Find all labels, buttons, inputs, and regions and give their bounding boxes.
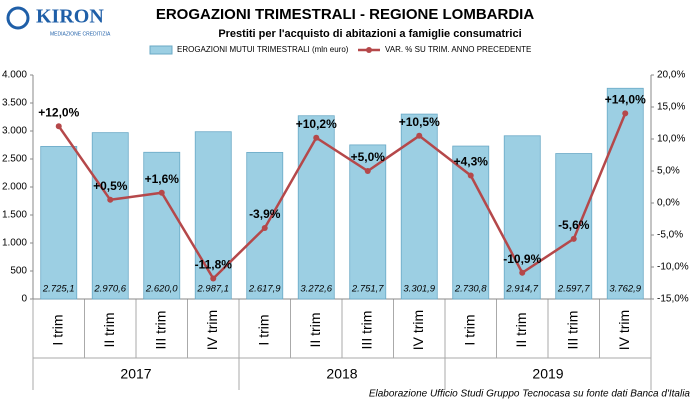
line-value-label: -5,6% xyxy=(558,218,590,232)
line-value-label: +10,2% xyxy=(296,117,337,131)
x-tick-label: III trim xyxy=(358,311,374,350)
x-tick-label: I trim xyxy=(255,314,271,345)
bar xyxy=(297,115,335,300)
legend-swatch xyxy=(149,45,173,55)
line-value-label: +0,5% xyxy=(93,179,128,193)
y2-tick-label: 10,0% xyxy=(657,134,685,145)
bar-value-label: 3.301,9 xyxy=(403,284,435,295)
x-tick-label: IV trim xyxy=(410,310,426,350)
line-value-label: +10,5% xyxy=(399,115,440,129)
line-value-label: +14,0% xyxy=(605,93,646,107)
bar xyxy=(452,145,490,300)
line-point xyxy=(313,134,320,141)
legend-swatch xyxy=(366,47,372,53)
y-tick-label: 500 xyxy=(10,266,27,277)
y-tick-label: 3.000 xyxy=(2,126,27,137)
line-point xyxy=(467,172,474,179)
line-value-label: -11,8% xyxy=(195,258,233,272)
x-tick-label: III trim xyxy=(564,311,580,350)
bar xyxy=(400,113,438,300)
line-point xyxy=(570,235,577,242)
bar-value-label: 2.597,7 xyxy=(557,284,590,295)
y-tick-label: 2.500 xyxy=(2,154,27,165)
legend-label: EROGAZIONI MUTUI TRIMESTRALI (mln euro) xyxy=(177,45,349,54)
line-point xyxy=(107,196,114,203)
line-value-label: -10,9% xyxy=(503,252,541,266)
line-point xyxy=(364,168,371,174)
legend-label: VAR. % SU TRIM. ANNO PRECEDENTE xyxy=(385,45,531,54)
bar xyxy=(606,87,644,300)
y2-tick-label: 5,0% xyxy=(657,166,680,177)
line-point xyxy=(210,275,217,282)
line-value-label: -3,9% xyxy=(249,207,281,221)
bar xyxy=(503,135,541,300)
y2-tick-label: 20,0% xyxy=(657,70,685,81)
line-value-label: +1,6% xyxy=(145,172,180,186)
x-group-label: 2017 xyxy=(120,366,151,382)
y2-tick-label: 15,0% xyxy=(657,102,685,113)
bar-value-label: 3.272,6 xyxy=(300,284,332,295)
line-value-label: +4,3% xyxy=(454,155,489,169)
line-point xyxy=(261,224,268,231)
x-tick-label: II trim xyxy=(101,313,117,348)
bar-value-label: 2.914,7 xyxy=(505,284,538,295)
line-value-label: +5,0% xyxy=(351,150,386,164)
bar xyxy=(194,131,232,300)
y-tick-label: 0 xyxy=(21,294,27,305)
source-note: Elaborazione Ufficio Studi Gruppo Tecnoc… xyxy=(369,389,691,400)
x-tick-label: I trim xyxy=(461,314,477,345)
chart-subtitle: Prestiti per l'acquisto di abitazioni a … xyxy=(218,28,521,40)
line-point xyxy=(416,132,423,139)
bar-value-label: 2.725,1 xyxy=(42,284,75,295)
line-point xyxy=(158,189,165,196)
bar xyxy=(91,132,129,300)
y-tick-label: 2.000 xyxy=(2,182,27,193)
bar xyxy=(555,153,593,300)
y-tick-label: 4.000 xyxy=(2,70,27,81)
bar-value-label: 2.970,6 xyxy=(93,284,126,295)
bar-value-label: 2.620,0 xyxy=(145,284,178,295)
line-point xyxy=(55,123,62,130)
x-tick-label: II trim xyxy=(513,313,529,348)
x-tick-label: IV trim xyxy=(616,310,632,350)
logo-tagline: MEDIAZIONE CREDITIZIA xyxy=(50,31,111,37)
bar-value-label: 2.751,7 xyxy=(351,284,384,295)
y-tick-label: 3.500 xyxy=(2,98,27,109)
bar-value-label: 2.617,9 xyxy=(248,284,281,295)
y-tick-label: 1.500 xyxy=(2,210,27,221)
logo-name: KIRON xyxy=(36,6,104,28)
x-tick-label: I trim xyxy=(49,314,65,345)
bar xyxy=(40,145,78,300)
y-tick-label: 1.000 xyxy=(2,238,27,249)
line xyxy=(57,112,627,281)
bar-value-label: 2.730,8 xyxy=(454,284,487,295)
line-value-label: +12,0% xyxy=(38,105,79,119)
y2-tick-label: -10,0% xyxy=(657,262,689,273)
bar-value-label: 2.987,1 xyxy=(196,284,229,295)
bar-value-label: 3.762,9 xyxy=(609,284,641,295)
y2-tick-label: 0,0% xyxy=(657,198,680,209)
line-point xyxy=(519,269,526,276)
logo-icon xyxy=(6,6,30,30)
x-group-label: 2018 xyxy=(326,366,357,382)
x-tick-label: IV trim xyxy=(204,310,220,350)
line-point xyxy=(622,110,629,117)
x-tick-label: II trim xyxy=(307,313,323,348)
chart-title: EROGAZIONI TRIMESTRALI - REGIONE LOMBARD… xyxy=(156,6,534,23)
x-group-label: 2019 xyxy=(532,366,563,382)
y2-tick-label: -15,0% xyxy=(657,294,689,305)
bar xyxy=(143,151,181,300)
y2-tick-label: -5,0% xyxy=(657,230,683,241)
x-tick-label: III trim xyxy=(152,311,168,350)
